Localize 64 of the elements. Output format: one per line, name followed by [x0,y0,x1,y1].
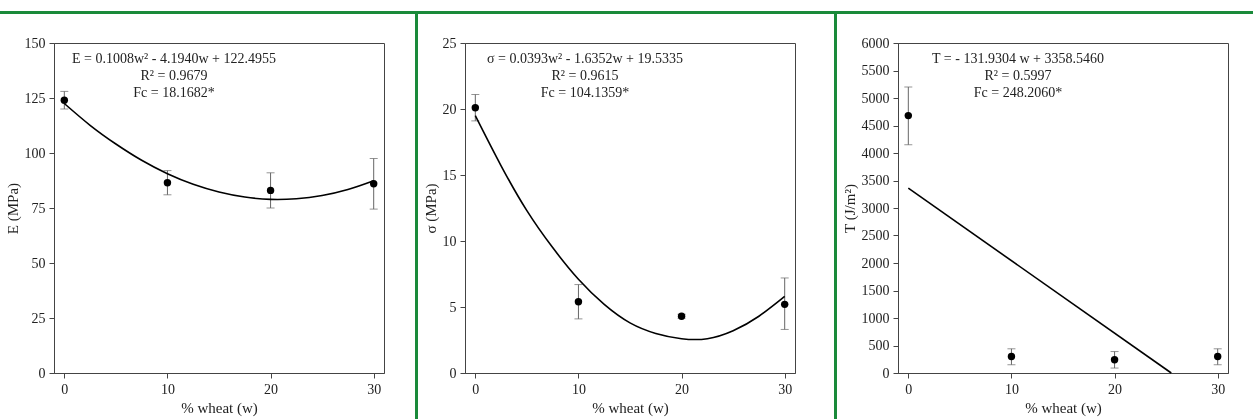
y-tick-label: 0 [38,365,46,381]
y-tick-label: 100 [24,145,46,161]
y-tick-label: 3000 [861,200,890,216]
line-series [474,114,786,341]
y-tick-label: 20 [442,101,457,117]
y-tick-label: 15 [442,167,457,183]
annotation: Fc = 18.1682* [133,85,215,100]
x-tick-label: 20 [264,381,279,397]
y-tick-label: 5 [449,299,457,315]
y-tick-label: 2500 [861,228,890,243]
x-tick-label: 20 [675,381,690,397]
y-tick-label: 5500 [861,63,890,78]
x-tick-label: 30 [367,381,382,397]
y-axis-title: T (J/m²) [841,184,859,233]
x-axis-title: % wheat (w) [181,399,258,417]
x-tick-label: 10 [1004,381,1019,397]
x-axis-title: % wheat (w) [592,399,669,417]
point [1110,356,1119,364]
annotation: Fc = 104.1359* [540,85,630,100]
y-tick-label: 5000 [861,90,890,106]
point [266,186,275,195]
annotation: E = 0.1008w² - 4.1940w + 122.4955 [72,51,276,66]
annotation: σ = 0.0393w² - 1.6352w + 19.5335 [487,51,683,66]
y-tick-label: 0 [449,365,457,381]
x-tick-label: 20 [1108,381,1123,397]
y-tick-label: 6000 [861,35,890,51]
x-tick-label: 10 [571,381,586,397]
y-tick-label: 10 [442,233,457,249]
y-tick-label: 75 [31,200,46,216]
y-axis-title: E (MPa) [4,182,22,235]
y-tick-label: 150 [24,35,46,51]
y-tick-label: 500 [868,338,890,353]
y-tick-label: 1500 [861,283,890,298]
annotation: Fc = 248.2060* [973,85,1063,100]
annotation: R² = 0.9615 [551,68,619,83]
annotation: R² = 0.5997 [984,68,1052,83]
y-tick-label: 2000 [861,255,890,271]
x-tick-label: 30 [778,381,793,397]
x-tick-label: 0 [472,381,480,397]
point [471,103,480,112]
y-tick-label: 25 [442,35,457,51]
point [1007,352,1016,361]
y-axis-title: σ (MPa) [422,183,440,234]
point [904,111,913,120]
x-tick-label: 0 [905,381,913,397]
x-tick-label: 30 [1211,381,1226,397]
y-tick-label: 0 [882,365,890,381]
point [574,298,583,306]
y-tick-label: 4000 [861,145,890,161]
y-tick-label: 125 [24,90,46,106]
y-tick-label: 25 [31,310,46,326]
y-tick-label: 4500 [861,118,890,133]
annotation: R² = 0.9679 [140,68,208,83]
point [780,300,789,309]
x-axis-title: % wheat (w) [1025,399,1102,417]
x-tick-label: 0 [61,381,69,397]
y-tick-label: 50 [31,255,46,271]
y-tick-label: 3500 [861,173,890,188]
point [163,179,172,187]
y-tick-label: 1000 [861,310,890,326]
annotation: T = - 131.9304 w + 3358.5460 [932,51,1104,66]
x-tick-label: 10 [160,381,175,397]
point [1213,352,1222,361]
point [60,96,69,104]
